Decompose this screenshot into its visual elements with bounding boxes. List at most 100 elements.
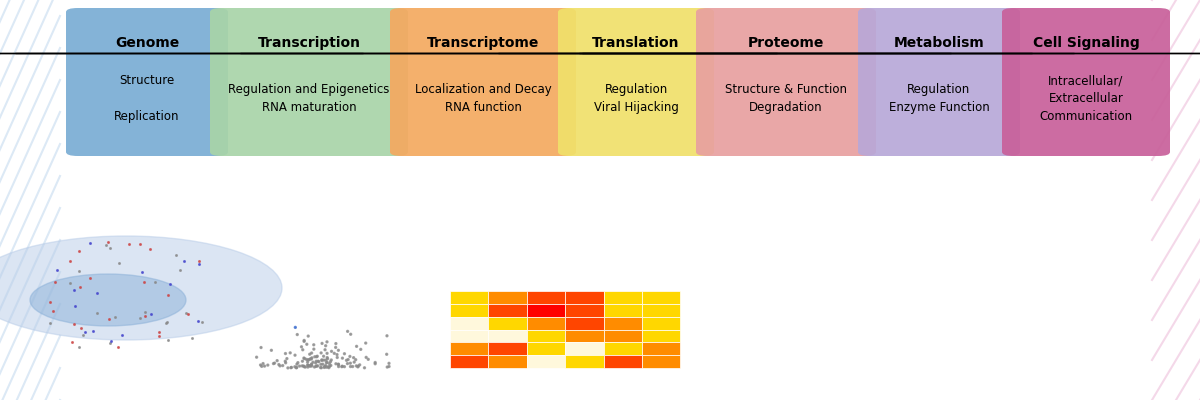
Text: Cell Signaling: Cell Signaling xyxy=(1033,36,1139,50)
Point xyxy=(338,328,358,334)
Bar xyxy=(488,355,527,368)
Point xyxy=(295,364,314,370)
Point xyxy=(281,364,300,371)
Point xyxy=(314,364,334,371)
Bar xyxy=(488,304,527,317)
Bar xyxy=(642,291,680,304)
Point xyxy=(326,340,346,347)
Point xyxy=(287,364,306,371)
Point xyxy=(335,350,354,357)
Point xyxy=(300,356,319,362)
Point xyxy=(290,363,310,369)
Text: Structure

Replication: Structure Replication xyxy=(114,74,180,123)
Point xyxy=(305,346,324,352)
FancyBboxPatch shape xyxy=(0,152,1200,400)
Point xyxy=(366,359,385,366)
FancyBboxPatch shape xyxy=(858,8,1020,156)
Point xyxy=(325,350,344,356)
Point xyxy=(278,365,298,371)
Point xyxy=(306,360,325,366)
Point xyxy=(316,342,335,349)
Point xyxy=(305,364,324,370)
Point xyxy=(311,364,330,371)
Point xyxy=(252,363,271,370)
Bar xyxy=(642,304,680,317)
Point xyxy=(298,362,317,368)
Point xyxy=(304,359,323,366)
Point xyxy=(253,360,272,367)
Bar xyxy=(527,304,565,317)
Bar xyxy=(488,291,527,304)
Bar xyxy=(527,355,565,368)
Bar xyxy=(642,330,680,342)
Point xyxy=(312,357,331,364)
Point xyxy=(281,350,300,356)
Point xyxy=(305,354,324,360)
Point xyxy=(311,361,330,368)
Point xyxy=(318,364,337,370)
Point xyxy=(295,355,314,362)
Point xyxy=(269,361,288,368)
Point xyxy=(277,355,296,362)
Point xyxy=(251,362,270,368)
FancyBboxPatch shape xyxy=(696,8,876,156)
FancyBboxPatch shape xyxy=(390,8,576,156)
Bar xyxy=(527,291,565,304)
Bar xyxy=(642,342,680,355)
Point xyxy=(318,359,337,366)
Point xyxy=(312,340,331,347)
Point xyxy=(329,363,348,370)
Point xyxy=(326,344,346,351)
Point xyxy=(344,354,364,361)
Point xyxy=(296,356,316,363)
Bar xyxy=(565,317,604,330)
Point xyxy=(304,342,323,348)
Point xyxy=(318,356,337,362)
Point xyxy=(294,363,313,369)
Point xyxy=(299,357,318,363)
Point xyxy=(319,364,338,371)
Point xyxy=(332,363,352,369)
Point xyxy=(308,358,328,364)
Point xyxy=(276,358,295,364)
Point xyxy=(355,364,374,371)
Point xyxy=(274,362,293,369)
Point xyxy=(329,361,348,367)
Text: Regulation and Epigenetics
RNA maturation: Regulation and Epigenetics RNA maturatio… xyxy=(228,83,390,114)
Point xyxy=(293,363,312,369)
Point xyxy=(347,363,366,369)
Point xyxy=(319,360,338,367)
Point xyxy=(346,356,365,363)
Point xyxy=(299,364,318,370)
Bar xyxy=(450,291,488,304)
Bar xyxy=(604,291,642,304)
Point xyxy=(252,344,271,351)
Point xyxy=(293,346,312,353)
Point xyxy=(300,362,319,369)
FancyBboxPatch shape xyxy=(558,8,714,156)
Point xyxy=(307,354,326,360)
Bar xyxy=(527,342,565,355)
Point xyxy=(312,350,331,356)
Bar xyxy=(604,330,642,342)
Point xyxy=(268,358,287,364)
Point xyxy=(338,360,358,367)
Point xyxy=(322,362,341,369)
Circle shape xyxy=(30,274,186,326)
Point xyxy=(286,352,305,358)
Bar xyxy=(450,342,488,355)
Point xyxy=(308,363,328,369)
Point xyxy=(320,358,340,365)
Bar xyxy=(488,330,527,342)
Circle shape xyxy=(0,236,282,340)
Text: Metabolism: Metabolism xyxy=(894,36,984,50)
Point xyxy=(349,363,368,369)
Bar xyxy=(642,317,680,330)
Point xyxy=(312,364,331,371)
Point xyxy=(312,357,331,363)
Bar xyxy=(450,304,488,317)
Bar xyxy=(565,342,604,355)
Point xyxy=(350,362,370,368)
Bar xyxy=(450,355,488,368)
Bar xyxy=(488,317,527,330)
